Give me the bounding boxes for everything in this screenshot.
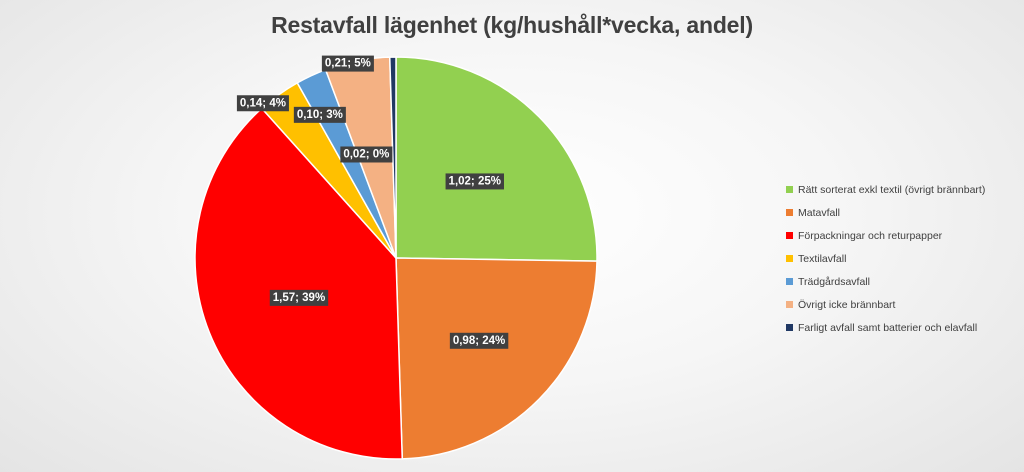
legend-label: Rätt sorterat exkl textil (övrigt brännb… [798,183,986,196]
legend-label: Trädgårdsavfall [798,275,870,288]
pie-slice [194,107,404,460]
legend-swatch [786,232,793,239]
legend-label: Matavfall [798,206,841,219]
legend-item: Textilavfall [786,247,1022,270]
svg-text:1,57; 39%: 1,57; 39% [273,292,325,304]
svg-text:0,10; 3%: 0,10; 3% [297,109,343,121]
pie-slice [388,56,397,259]
legend-swatch [786,255,793,262]
svg-text:1,02; 25%: 1,02; 25% [449,175,501,187]
legend: Rätt sorterat exkl textil (övrigt brännb… [786,178,1022,339]
data-label: 0,98; 24% [449,332,509,349]
legend-swatch [786,324,793,331]
data-label: 0,02; 0% [340,146,393,163]
legend-label: Förpackningar och returpapper [798,229,943,242]
pie-slice [395,257,598,460]
legend-swatch [786,186,793,193]
legend-swatch [786,301,793,308]
legend-swatch [786,209,793,216]
chart-title: Restavfall lägenhet (kg/hushåll*vecka, a… [271,12,753,38]
data-label: 0,14; 4% [236,95,289,112]
legend-item: Farligt avfall samt batterier och elavfa… [786,316,1022,339]
legend-item: Förpackningar och returpapper [786,224,1022,247]
legend-item: Övrigt icke brännbart [786,293,1022,316]
legend-item: Matavfall [786,201,1022,224]
svg-text:0,02; 0%: 0,02; 0% [343,148,389,160]
data-label: 1,02; 25% [445,173,504,190]
data-label: 0,21; 5% [321,55,374,72]
legend-label: Textilavfall [798,252,847,265]
data-label: 1,57; 39% [269,289,329,306]
legend-label: Övrigt icke brännbart [798,298,896,311]
svg-text:0,21; 5%: 0,21; 5% [325,58,371,70]
svg-text:0,98; 24%: 0,98; 24% [453,335,505,347]
svg-text:0,14; 4%: 0,14; 4% [240,97,286,109]
legend-swatch [786,278,793,285]
legend-item: Rätt sorterat exkl textil (övrigt brännb… [786,178,1022,201]
legend-label: Farligt avfall samt batterier och elavfa… [798,321,978,334]
data-label: 0,10; 3% [293,106,346,123]
legend-item: Trädgårdsavfall [786,270,1022,293]
pie-slice [395,56,598,262]
